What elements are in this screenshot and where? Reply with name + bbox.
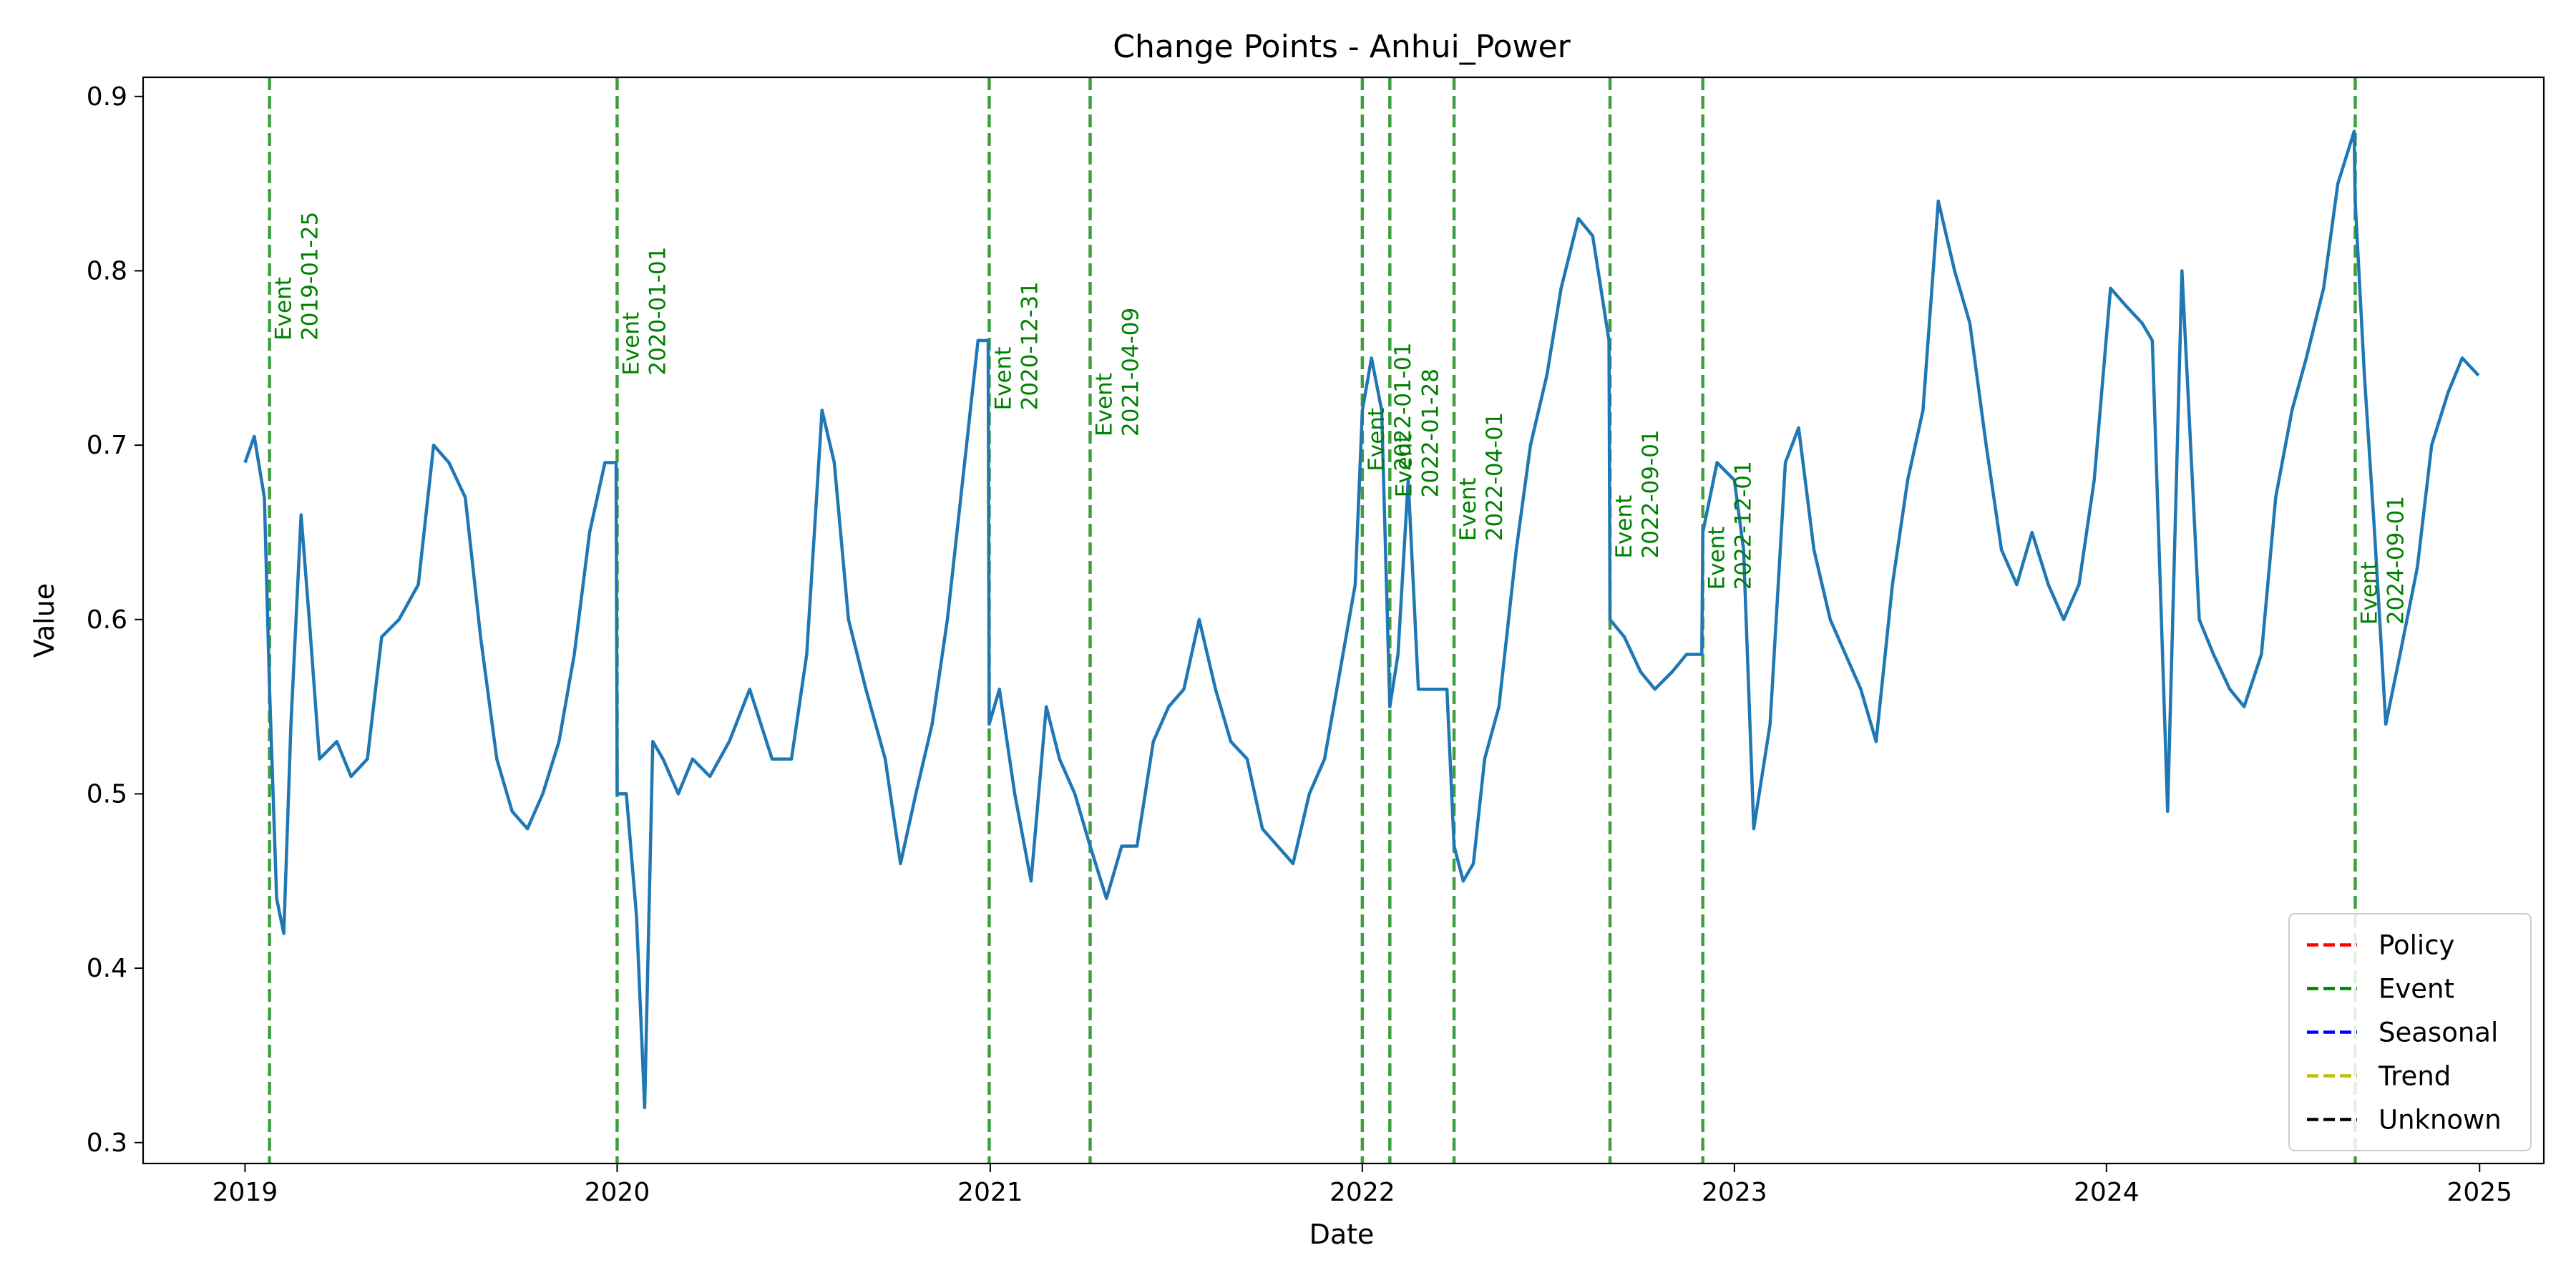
change-point-date: 2022-01-28 [1418,369,1443,497]
change-point-labels: Event2019-01-25Event2020-01-01Event2020-… [271,212,2409,625]
y-tick-label: 0.5 [87,779,127,809]
series-line [243,130,2480,1110]
x-tick-label: 2021 [957,1178,1023,1207]
y-tick-label: 0.8 [87,256,127,286]
legend-label: Seasonal [2379,1018,2498,1048]
change-point-label: Event2022-12-01 [1704,461,1757,590]
x-tick-label: 2023 [1702,1178,1767,1207]
change-point-date: 2022-04-01 [1482,412,1508,541]
legend-box [2288,913,2532,1151]
change-point-type: Event [1091,373,1117,436]
change-point-type: Event [990,347,1016,411]
x-axis-label: Date [1309,1219,1375,1250]
change-point-type: Event [1455,477,1481,541]
series-layer [243,130,2480,1110]
x-tick-label: 2024 [2074,1178,2140,1207]
change-point-date: 2020-12-31 [1017,281,1043,410]
x-tick-label: 2020 [585,1178,650,1207]
legend-label: Policy [2379,930,2454,961]
chart-title: Change Points - Anhui_Power [1113,29,1571,65]
change-point-label: Event2022-09-01 [1611,429,1664,558]
legend-label: Trend [2378,1061,2451,1092]
change-point-date: 2020-01-01 [645,246,670,375]
legend-label: Event [2379,974,2454,1005]
legend-label: Unknown [2379,1105,2502,1136]
y-tick-label: 0.7 [87,431,127,460]
x-tick-label: 2025 [2446,1178,2512,1207]
change-point-label: Event2021-04-09 [1091,308,1143,436]
change-point-label: Event2022-01-28 [1391,369,1443,497]
y-tick-label: 0.4 [87,954,127,983]
change-point-date: 2022-12-01 [1731,461,1757,590]
plot-area-frame [142,76,2545,1165]
change-point-type: Event [1391,434,1417,497]
change-point-type: Event [2356,561,2382,625]
y-axis-label: Value [29,583,60,658]
change-point-label: Event2024-09-01 [2356,496,2409,625]
y-tick-label: 0.6 [87,605,127,635]
change-point-date: 2021-04-09 [1118,308,1143,436]
change-point-label: Event2020-12-31 [990,281,1043,410]
change-point-label: Event2020-01-01 [618,246,670,375]
y-tick-label: 0.9 [87,82,127,112]
y-axis: 0.3 0.4 0.5 0.6 0.7 0.8 0.9 [87,82,143,1158]
legend: Policy Event Seasonal Trend Unknown [2288,913,2532,1151]
change-point-date: 2024-09-01 [2383,496,2409,625]
change-point-type: Event [1611,495,1637,559]
x-tick-label: 2019 [213,1178,278,1207]
change-point-type: Event [1364,408,1390,472]
x-axis: 2019 2020 2021 2022 2023 2024 2025 [213,1163,2512,1207]
change-point-type: Event [271,277,297,341]
change-point-label: Event2022-04-01 [1455,412,1508,541]
y-tick-label: 0.3 [87,1128,127,1158]
change-point-label: Event2019-01-25 [271,212,323,341]
change-point-type: Event [1704,527,1730,590]
change-point-label: Event2022-01-01 [1364,342,1416,471]
x-tick-label: 2022 [1330,1178,1395,1207]
change-point-date: 2022-01-01 [1390,342,1416,471]
change-point-date: 2019-01-25 [298,212,323,341]
change-point-date: 2022-09-01 [1638,429,1664,558]
change-point-type: Event [618,312,644,376]
